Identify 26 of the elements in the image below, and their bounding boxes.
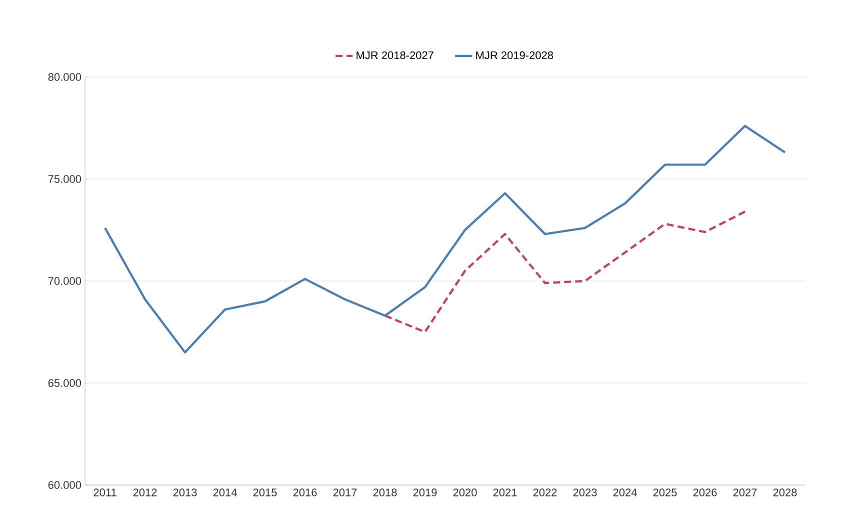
y-tick-label: 65.000 (48, 379, 82, 387)
x-tick-label: 2024 (613, 488, 637, 496)
x-tick-label: 2017 (333, 488, 357, 496)
x-tick-label: 2026 (693, 488, 717, 496)
x-tick-label: 2018 (373, 488, 397, 496)
x-tick-label: 2025 (653, 488, 677, 496)
y-tick-label: 60.000 (48, 481, 82, 489)
x-tick-label: 2020 (453, 488, 477, 496)
y-tick-label: 70.000 (48, 277, 82, 285)
x-tick-label: 2016 (293, 488, 317, 496)
x-tick-label: 2027 (733, 488, 757, 496)
x-tick-label: 2022 (533, 488, 557, 496)
x-tick-label: 2014 (213, 488, 237, 496)
x-tick-label: 2023 (573, 488, 597, 496)
legend-label: MJR 2019-2028 (476, 51, 554, 60)
x-tick-label: 2015 (253, 488, 277, 496)
x-tick-label: 2028 (773, 488, 797, 496)
x-tick-label: 2011 (94, 488, 116, 496)
y-tick-label: 80.000 (48, 73, 82, 81)
legend-label: MJR 2018-2027 (356, 51, 434, 60)
line-series (104, 124, 786, 354)
x-tick-label: 2021 (493, 488, 517, 496)
x-tick-label: 2019 (413, 488, 437, 496)
y-tick-label: 75.000 (48, 175, 82, 183)
x-tick-label: 2013 (173, 488, 197, 496)
x-tick-label: 2012 (133, 488, 157, 496)
